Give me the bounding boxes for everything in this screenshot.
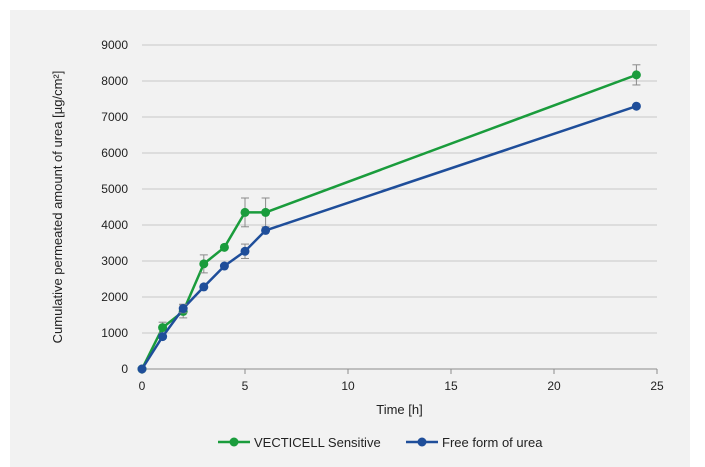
y-axis-title: Cumulative permeated amount of urea [µg/… [50, 71, 65, 344]
data-point-series-1 [261, 207, 271, 217]
legend-label-2: Free form of urea [442, 435, 543, 450]
data-point-series-1 [240, 207, 250, 217]
legend-marker-2 [417, 437, 427, 447]
data-point-series-2 [261, 225, 271, 235]
legend-marker-1 [229, 437, 239, 447]
data-point-series-2 [178, 304, 188, 314]
data-point-series-1 [219, 242, 229, 252]
data-point-series-1 [158, 323, 168, 333]
y-tick-label: 9000 [101, 38, 128, 52]
y-tick-label: 6000 [101, 146, 128, 160]
x-tick-label: 0 [139, 379, 146, 393]
x-tick-label: 10 [341, 379, 355, 393]
chart-panel: 0 1000 2000 3000 4000 5000 6000 7000 8000 9000 0 5 1… [10, 10, 690, 467]
y-tick-label: 0 [121, 362, 128, 376]
data-point-series-2 [199, 282, 209, 292]
legend-label-1: VECTICELL Sensitive [254, 435, 381, 450]
x-tick-label: 20 [547, 379, 561, 393]
y-tick-label: 1000 [101, 326, 128, 340]
series-line-2 [140, 105, 637, 370]
x-tick-label: 15 [444, 379, 458, 393]
data-point-series-2 [158, 332, 168, 342]
x-tick-label: 5 [242, 379, 249, 393]
series-line-1 [140, 73, 637, 370]
data-point-series-2 [219, 261, 229, 271]
y-tick-label: 8000 [101, 74, 128, 88]
data-point-series-2 [240, 246, 250, 256]
x-tick-label: 25 [650, 379, 664, 393]
data-point-series-2 [137, 364, 147, 374]
data-point-series-2 [631, 101, 641, 111]
data-point-series-1 [199, 259, 209, 269]
data-point-series-1 [631, 70, 641, 80]
chart: 0 1000 2000 3000 4000 5000 6000 7000 8000 9000 0 5 1… [50, 38, 664, 450]
y-tick-label: 2000 [101, 290, 128, 304]
x-axis-title: Time [h] [376, 402, 422, 417]
y-tick-label: 3000 [101, 254, 128, 268]
y-tick-label: 5000 [101, 182, 128, 196]
y-tick-label: 4000 [101, 218, 128, 232]
y-tick-label: 7000 [101, 110, 128, 124]
